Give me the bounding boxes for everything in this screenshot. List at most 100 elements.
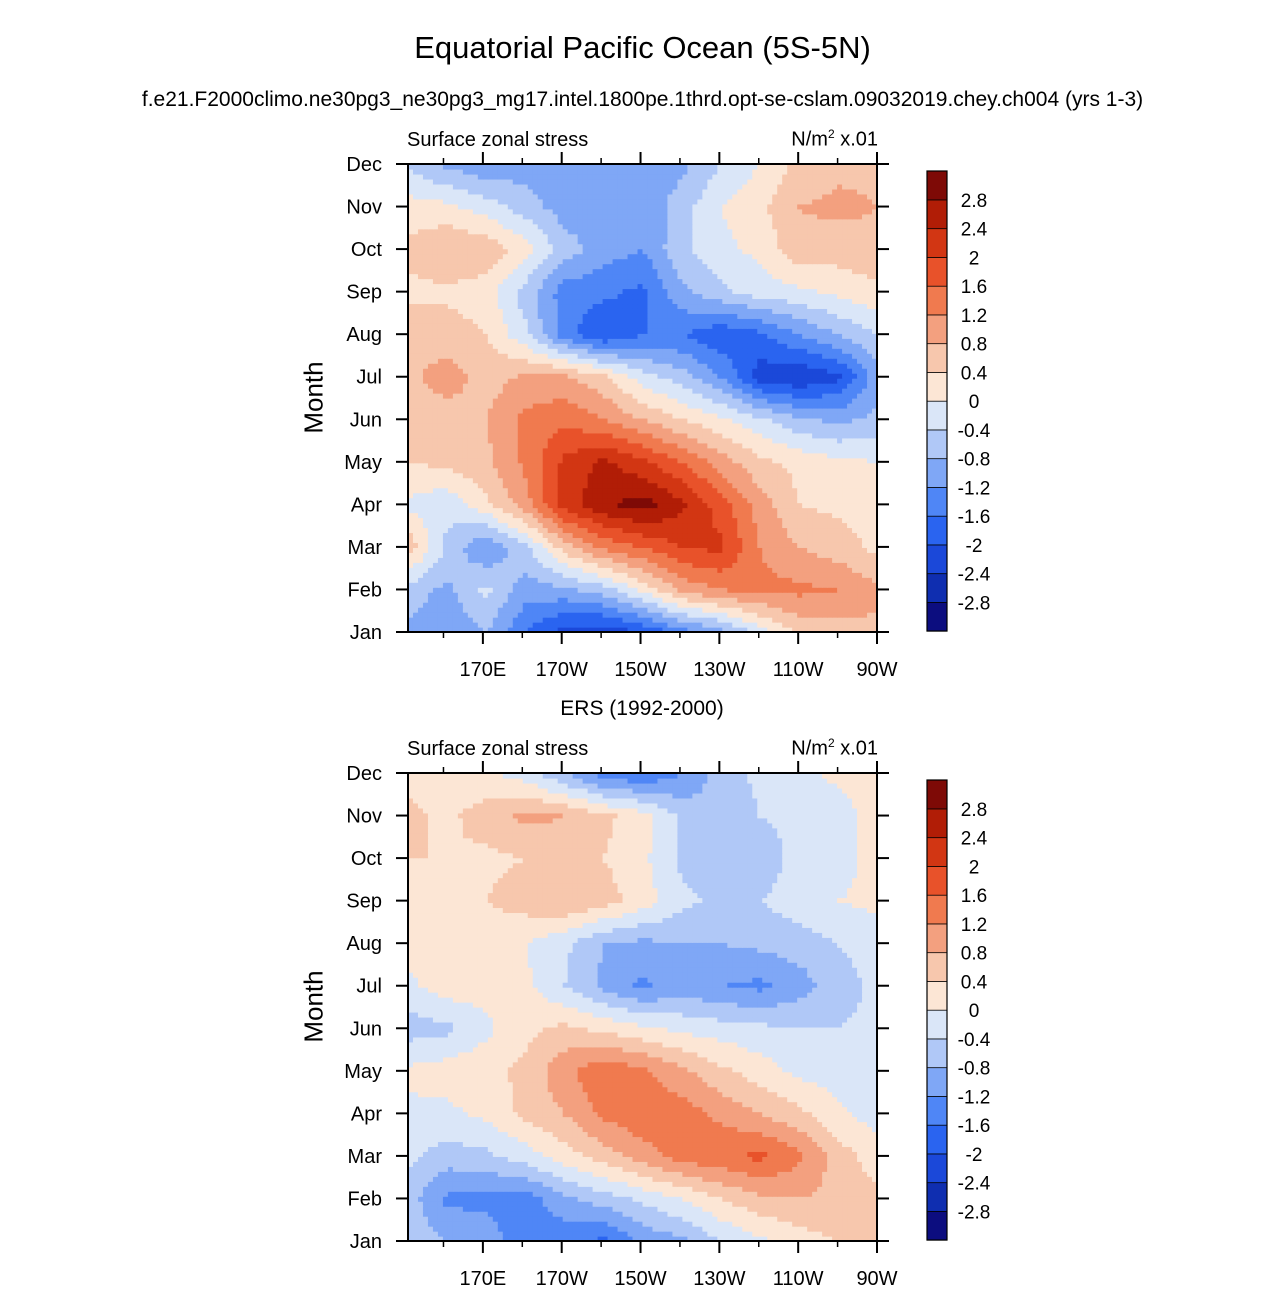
- heatmap-cell: [542, 617, 549, 623]
- heatmap-cell: [457, 597, 464, 603]
- heatmap-cell: [432, 527, 439, 534]
- heatmap-cell: [662, 417, 669, 424]
- heatmap-cell: [622, 532, 629, 539]
- heatmap-cell: [562, 452, 569, 459]
- heatmap-cell: [522, 562, 529, 568]
- heatmap-cell: [532, 427, 539, 434]
- heatmap-cell: [512, 562, 519, 568]
- heatmap-cell: [837, 417, 843, 424]
- heatmap-cell: [617, 368, 624, 374]
- heatmap-cell: [567, 582, 574, 588]
- heatmap-cell: [422, 567, 429, 573]
- heatmap-cell: [627, 427, 634, 434]
- heatmap-cell: [542, 368, 549, 374]
- heatmap-cell: [677, 567, 684, 573]
- heatmap-cell: [447, 537, 454, 543]
- heatmap-cell: [457, 412, 464, 419]
- heatmap-cell: [752, 432, 758, 439]
- heatmap-cell: [737, 407, 743, 414]
- heatmap-cell: [592, 582, 599, 588]
- heatmap-cell: [432, 617, 439, 623]
- heatmap-cell: [662, 517, 669, 524]
- heatmap-cell: [557, 452, 564, 459]
- heatmap-cell: [577, 542, 584, 548]
- heatmap-cell: [772, 477, 778, 484]
- heatmap-cell: [742, 477, 748, 484]
- heatmap-cell: [832, 472, 838, 479]
- heatmap-cell: [852, 602, 858, 608]
- heatmap-cell: [692, 472, 698, 479]
- heatmap-cell: [837, 393, 843, 399]
- heatmap-cell: [422, 557, 429, 563]
- heatmap-cell: [447, 597, 454, 603]
- heatmap-cell: [697, 507, 703, 514]
- heatmap-cell: [847, 477, 853, 484]
- heatmap-cell: [442, 407, 449, 414]
- heatmap-cell: [742, 617, 748, 623]
- heatmap-cell: [487, 622, 494, 628]
- heatmap-cell: [677, 537, 684, 543]
- heatmap-cell: [762, 622, 768, 628]
- heatmap-cell: [652, 617, 659, 623]
- heatmap-cell: [582, 502, 589, 509]
- heatmap-cell: [427, 393, 434, 399]
- heatmap-cell: [767, 437, 773, 444]
- heatmap-cell: [517, 577, 524, 583]
- heatmap-cell: [717, 368, 723, 374]
- heatmap-cell: [642, 373, 649, 379]
- heatmap-cell: [537, 542, 544, 548]
- heatmap-cell: [587, 517, 594, 524]
- heatmap-cell: [787, 447, 793, 454]
- heatmap-cell: [497, 378, 504, 384]
- heatmap-cell: [622, 432, 629, 439]
- heatmap-cell: [767, 383, 773, 389]
- heatmap-cell: [452, 373, 459, 379]
- heatmap-cell: [817, 602, 823, 608]
- heatmap-cell: [817, 432, 823, 439]
- heatmap-cell: [557, 492, 564, 499]
- heatmap-cell: [537, 607, 544, 613]
- heatmap-cell: [642, 482, 649, 489]
- heatmap-cell: [477, 587, 484, 593]
- heatmap-cell: [417, 363, 424, 369]
- heatmap-cell: [842, 602, 848, 608]
- heatmap-cell: [732, 542, 738, 548]
- heatmap-cell: [602, 417, 609, 424]
- heatmap-cell: [847, 487, 853, 494]
- heatmap-cell: [637, 622, 644, 628]
- heatmap-cell: [587, 368, 594, 374]
- heatmap-cell: [702, 532, 708, 539]
- heatmap-cell: [732, 517, 738, 524]
- heatmap-cell: [412, 492, 419, 499]
- heatmap-cell: [572, 552, 579, 558]
- heatmap-cell: [417, 562, 424, 568]
- heatmap-cell: [597, 587, 604, 593]
- heatmap-cell: [417, 507, 424, 514]
- heatmap-cell: [432, 437, 439, 444]
- heatmap-cell: [422, 597, 429, 603]
- heatmap-cell: [557, 602, 564, 608]
- heatmap-cell: [857, 383, 863, 389]
- heatmap-cell: [507, 587, 514, 593]
- heatmap-cell: [627, 592, 634, 598]
- heatmap-cell: [817, 557, 823, 563]
- heatmap-cell: [417, 542, 424, 548]
- heatmap-cell: [767, 417, 773, 424]
- heatmap-cell: [682, 417, 688, 424]
- heatmap-cell: [637, 437, 644, 444]
- heatmap-cell: [772, 497, 778, 504]
- heatmap-cell: [637, 537, 644, 543]
- heatmap-cell: [842, 427, 848, 434]
- heatmap-cell: [717, 398, 723, 404]
- heatmap-cell: [617, 532, 624, 539]
- heatmap-cell: [487, 398, 494, 404]
- heatmap-cell: [642, 487, 649, 494]
- heatmap-cell: [852, 607, 858, 613]
- heatmap-cell: [822, 447, 828, 454]
- heatmap-cell: [752, 537, 758, 543]
- heatmap-cell: [477, 622, 484, 628]
- heatmap-cell: [437, 447, 444, 454]
- heatmap-cell: [827, 368, 833, 374]
- heatmap-cell: [827, 457, 833, 464]
- heatmap-cell: [542, 562, 549, 568]
